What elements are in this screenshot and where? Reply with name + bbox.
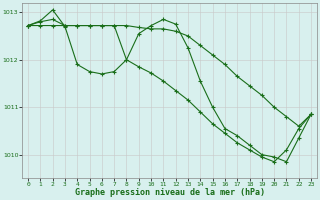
X-axis label: Graphe pression niveau de la mer (hPa): Graphe pression niveau de la mer (hPa) [75, 188, 265, 197]
